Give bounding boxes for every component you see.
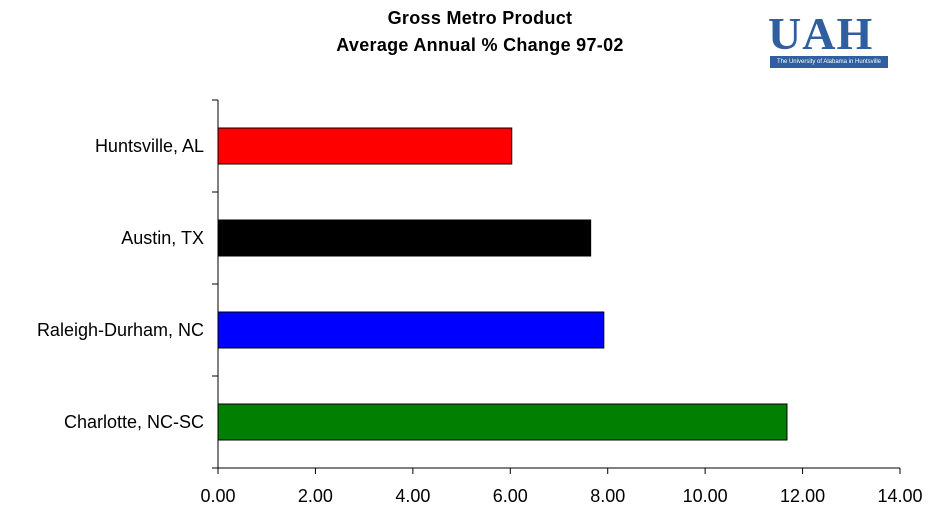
chart-title-line-2: Average Annual % Change 97-02 xyxy=(336,35,624,55)
x-tick-label: 6.00 xyxy=(493,486,528,506)
category-label: Huntsville, AL xyxy=(95,136,204,156)
category-label: Austin, TX xyxy=(121,228,204,248)
bar xyxy=(217,219,592,257)
category-label: Charlotte, NC-SC xyxy=(64,412,204,432)
uah-logo: UAH The University of Alabama in Huntsvi… xyxy=(768,8,890,68)
x-tick-label: 12.00 xyxy=(780,486,825,506)
logo-subtitle-bar: The University of Alabama in Huntsville xyxy=(770,56,888,68)
x-tick-label: 8.00 xyxy=(590,486,625,506)
logo-subtitle: The University of Alabama in Huntsville xyxy=(776,59,882,65)
bar xyxy=(217,311,605,349)
category-label: Raleigh-Durham, NC xyxy=(37,320,204,340)
bar xyxy=(217,403,788,441)
chart-title-line-1: Gross Metro Product xyxy=(387,8,573,28)
x-tick-label: 4.00 xyxy=(395,486,430,506)
bar xyxy=(217,127,513,165)
x-tick-label: 10.00 xyxy=(683,486,728,506)
x-tick-label: 2.00 xyxy=(298,486,333,506)
x-tick-label: 0.00 xyxy=(200,486,235,506)
x-tick-label: 14.00 xyxy=(877,486,922,506)
logo-text: UAH xyxy=(768,8,874,59)
